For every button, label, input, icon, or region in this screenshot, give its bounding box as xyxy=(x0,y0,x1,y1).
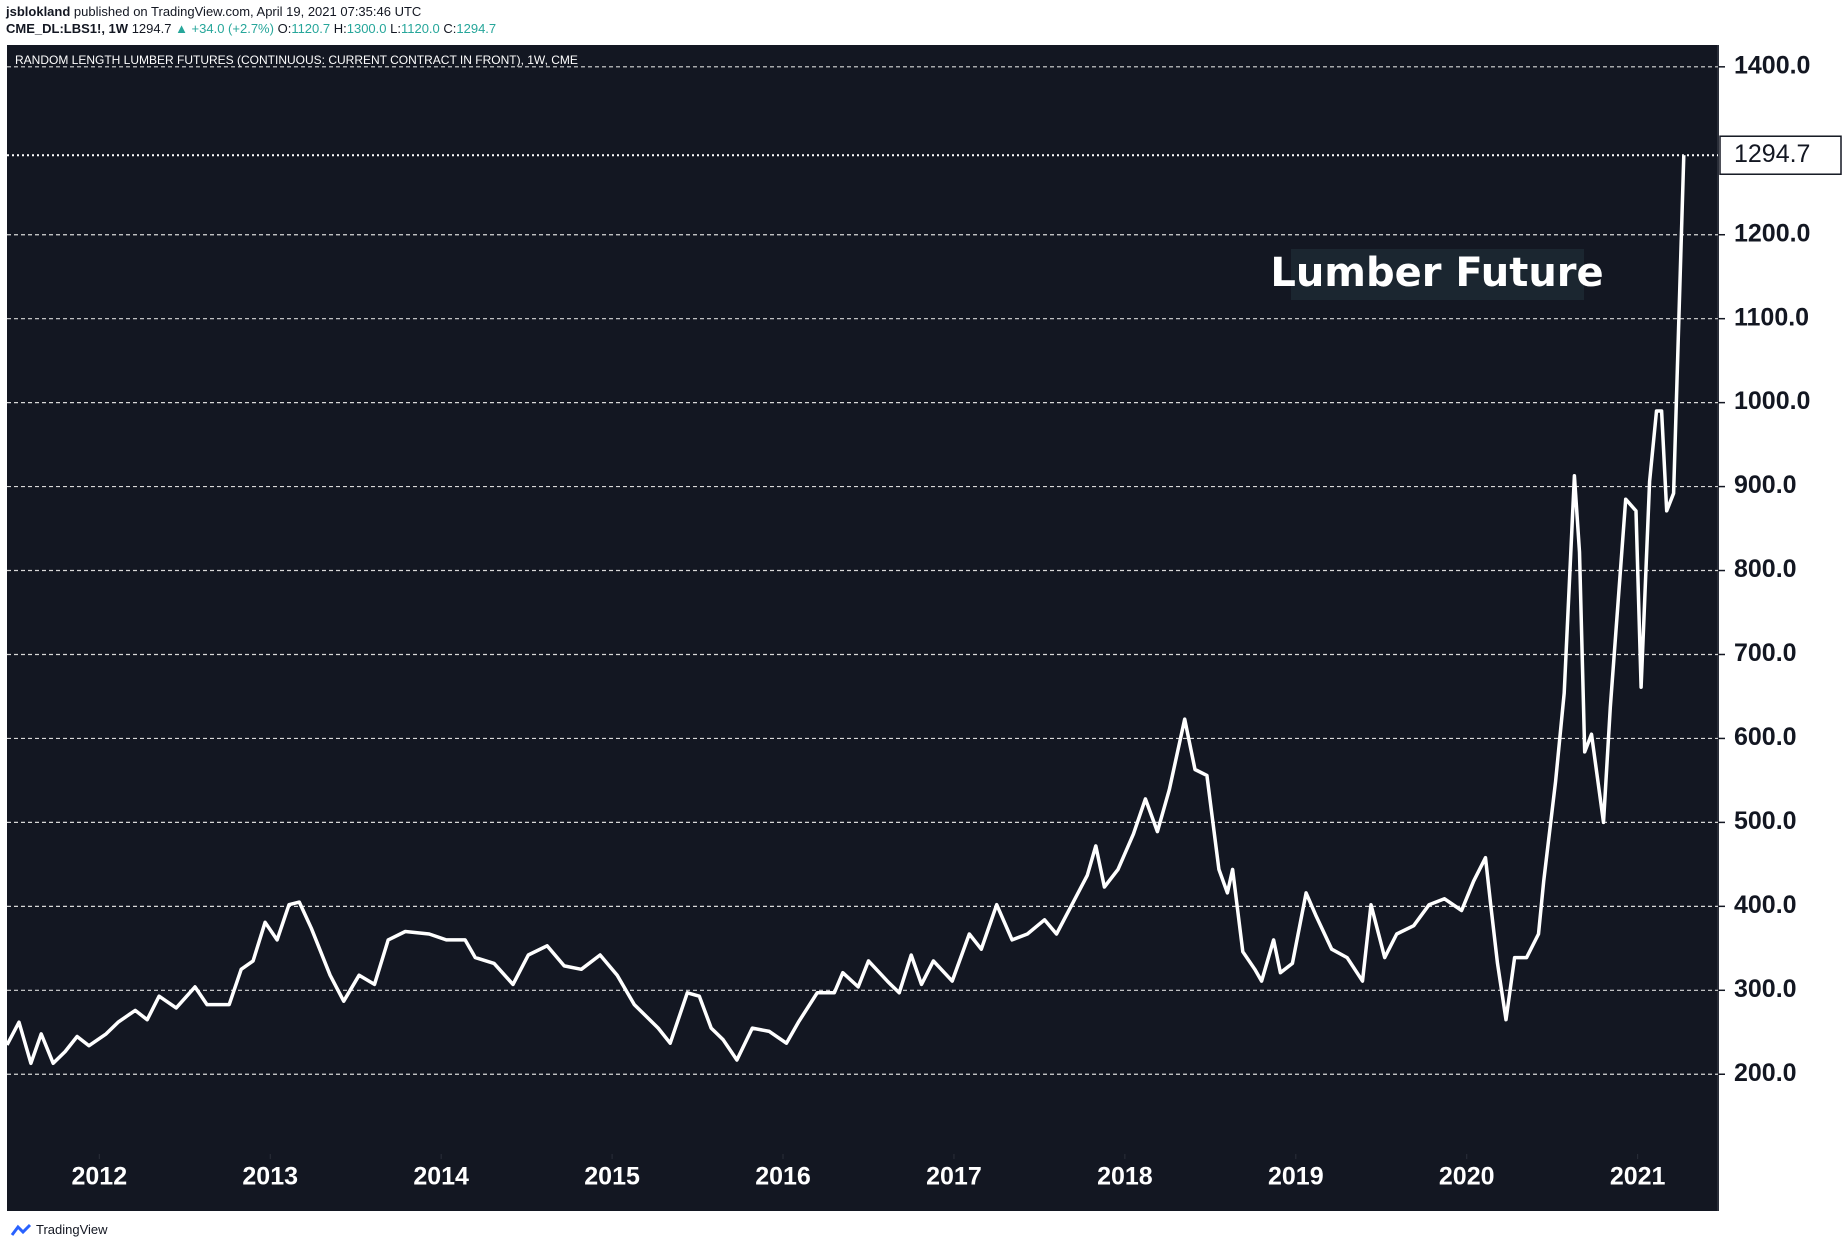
x-tick-label: 2018 xyxy=(1097,1163,1153,1191)
ohlc-value: 1300.0 xyxy=(346,21,387,36)
chart-title: RANDOM LENGTH LUMBER FUTURES (CONTINUOUS… xyxy=(15,53,578,67)
publish-line: jsblokland published on TradingView.com,… xyxy=(6,4,421,19)
last-price: 1294.7 xyxy=(131,21,172,36)
y-tick-label: 900.0 xyxy=(1734,471,1797,499)
price-line xyxy=(5,155,1686,1066)
ohlc-value: 1294.7 xyxy=(456,21,497,36)
y-tick-label: 1200.0 xyxy=(1734,219,1810,247)
symbol: CME_DL:LBS1!, 1W xyxy=(6,21,129,36)
x-tick-label: 2013 xyxy=(242,1163,298,1191)
y-tick-label: 1400.0 xyxy=(1734,51,1810,79)
last-price-label: 1294.7 xyxy=(1734,140,1810,168)
x-tick-label: 2015 xyxy=(584,1163,640,1191)
price-axis xyxy=(1718,45,1843,1211)
last-price-box xyxy=(1719,135,1842,175)
y-tick-label: 700.0 xyxy=(1734,639,1797,667)
chart-pane xyxy=(7,45,1718,1211)
published: published on TradingView.com, April 19, … xyxy=(73,4,422,19)
ohlc-label: C: xyxy=(443,21,457,36)
chart: RANDOM LENGTH LUMBER FUTURES (CONTINUOUS… xyxy=(5,45,1843,1211)
author: jsblokland xyxy=(6,4,71,19)
quote-line: CME_DL:LBS1!, 1W 1294.7 ▲ +34.0 (+2.7%) … xyxy=(6,21,496,36)
change: ▲ +34.0 (+2.7%) xyxy=(175,21,274,36)
ohlc-value: 1120.0 xyxy=(400,21,440,36)
ohlc-label: L: xyxy=(390,21,401,36)
y-tick-label: 500.0 xyxy=(1734,807,1797,835)
ohlc-label: O: xyxy=(277,21,292,36)
annotation-box xyxy=(1291,249,1584,300)
footer: TradingView xyxy=(10,1222,108,1237)
annotation: Lumber Future xyxy=(1270,250,1603,296)
ohlc-value: 1120.7 xyxy=(291,21,331,36)
x-tick-label: 2012 xyxy=(71,1163,127,1191)
y-tick-label: 300.0 xyxy=(1734,975,1797,1003)
logo xyxy=(10,1223,32,1236)
brand: TradingView xyxy=(36,1222,108,1237)
y-tick-label: 1100.0 xyxy=(1734,303,1809,331)
y-tick-label: 200.0 xyxy=(1734,1059,1797,1087)
x-tick-label: 2016 xyxy=(755,1163,811,1191)
y-tick-label: 400.0 xyxy=(1734,891,1797,919)
y-tick-label: 1000.0 xyxy=(1734,387,1810,415)
ohlc-label: H: xyxy=(333,21,347,36)
y-tick-label: 800.0 xyxy=(1734,555,1797,583)
x-tick-label: 2021 xyxy=(1610,1163,1666,1191)
x-tick-label: 2014 xyxy=(413,1163,469,1191)
x-tick-label: 2019 xyxy=(1268,1163,1324,1191)
x-tick-label: 2017 xyxy=(926,1163,982,1191)
y-tick-label: 600.0 xyxy=(1734,723,1797,751)
x-tick-label: 2020 xyxy=(1439,1163,1495,1191)
